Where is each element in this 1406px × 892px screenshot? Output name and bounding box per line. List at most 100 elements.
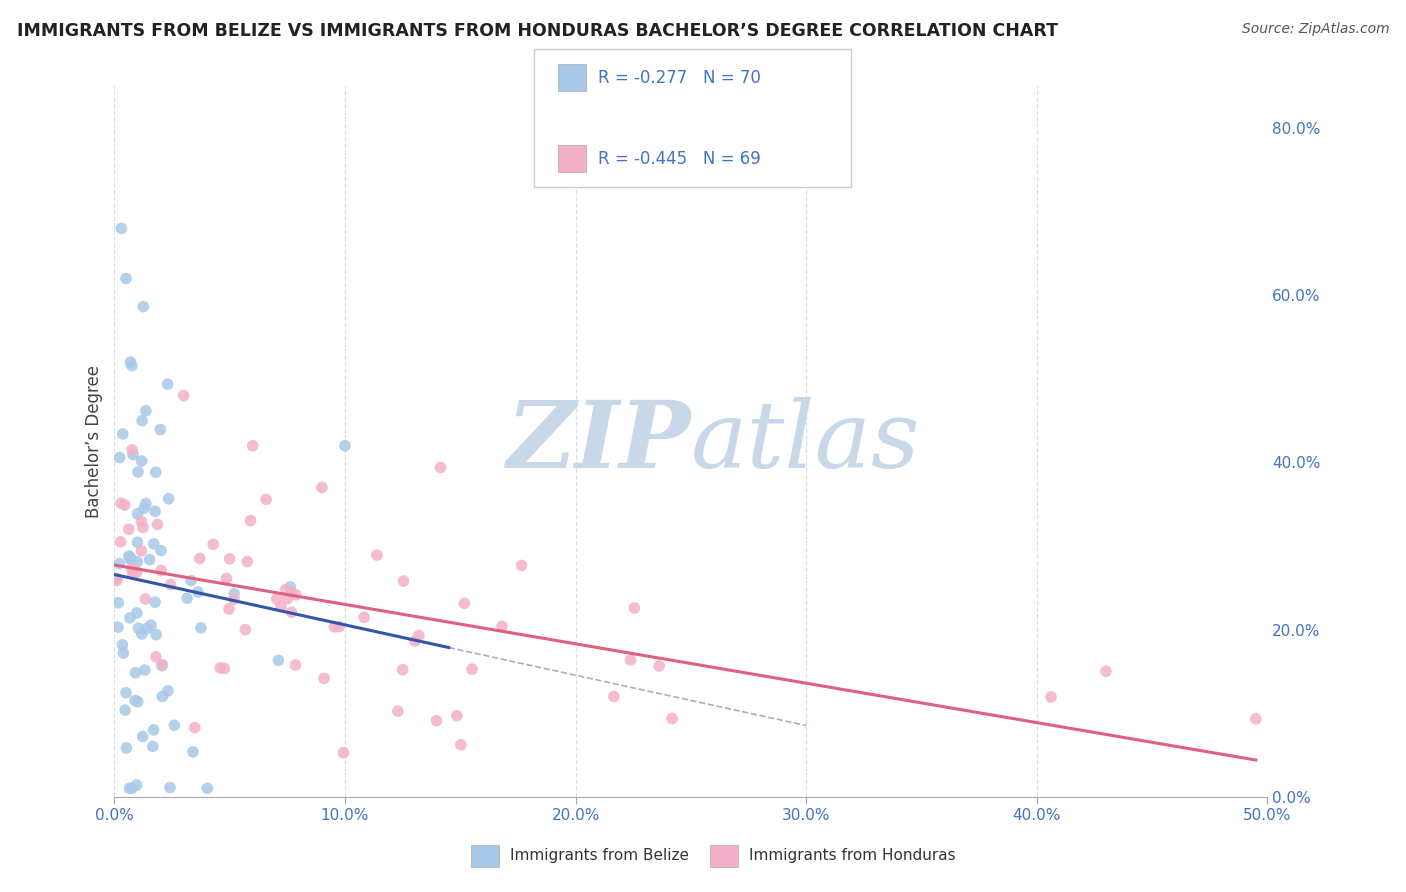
Point xyxy=(124,693,146,707)
Point xyxy=(202,537,225,551)
Point xyxy=(136,622,159,636)
Point xyxy=(661,712,683,726)
Point xyxy=(139,618,162,632)
Point xyxy=(105,572,128,586)
Point xyxy=(648,659,671,673)
Point xyxy=(236,555,259,569)
Point xyxy=(461,662,484,676)
Point xyxy=(392,574,415,588)
Point xyxy=(143,595,166,609)
Point xyxy=(127,465,149,479)
Point xyxy=(333,439,356,453)
Point xyxy=(180,574,202,588)
Point xyxy=(404,634,426,648)
Point xyxy=(125,565,148,579)
Point xyxy=(280,606,302,620)
Point xyxy=(131,627,153,641)
Point xyxy=(145,649,167,664)
Point xyxy=(209,661,232,675)
Point xyxy=(450,738,472,752)
Point xyxy=(135,403,157,417)
Point xyxy=(163,718,186,732)
Point xyxy=(1095,665,1118,679)
Text: ZIP: ZIP xyxy=(506,397,690,486)
Point xyxy=(125,606,148,620)
Point xyxy=(127,695,149,709)
Point xyxy=(391,663,413,677)
Y-axis label: Bachelor’s Degree: Bachelor’s Degree xyxy=(86,365,103,518)
Point xyxy=(150,658,173,673)
Text: R = -0.445   N = 69: R = -0.445 N = 69 xyxy=(598,150,761,168)
Point xyxy=(188,551,211,566)
Point xyxy=(387,704,409,718)
Point xyxy=(138,552,160,566)
Point xyxy=(110,534,132,549)
Point xyxy=(156,377,179,392)
Point xyxy=(184,721,207,735)
Point xyxy=(332,746,354,760)
Point xyxy=(224,587,246,601)
Point xyxy=(132,520,155,534)
Point xyxy=(131,414,153,428)
Point xyxy=(121,562,143,576)
Text: Immigrants from Belize: Immigrants from Belize xyxy=(510,848,689,863)
Point xyxy=(619,653,641,667)
Point xyxy=(274,582,297,597)
Point xyxy=(121,567,143,582)
Point xyxy=(118,549,141,563)
Text: IMMIGRANTS FROM BELIZE VS IMMIGRANTS FROM HONDURAS BACHELOR’S DEGREE CORRELATION: IMMIGRANTS FROM BELIZE VS IMMIGRANTS FRO… xyxy=(17,22,1057,40)
Point xyxy=(107,596,129,610)
Point xyxy=(110,496,132,510)
Point xyxy=(446,708,468,723)
Point xyxy=(118,522,141,536)
Point xyxy=(323,620,346,634)
Point xyxy=(127,621,149,635)
Point xyxy=(114,498,136,512)
Point xyxy=(187,585,209,599)
Point xyxy=(134,663,156,677)
Point xyxy=(311,481,333,495)
Point xyxy=(235,623,257,637)
Point xyxy=(150,690,173,704)
Point xyxy=(115,271,138,285)
Point xyxy=(114,703,136,717)
Point xyxy=(218,551,240,566)
Point xyxy=(242,439,264,453)
Point xyxy=(408,628,430,642)
Point xyxy=(131,544,153,558)
Point xyxy=(157,491,180,506)
Point xyxy=(131,730,153,744)
Point xyxy=(267,653,290,667)
Point xyxy=(195,781,218,796)
Point xyxy=(429,460,451,475)
Point xyxy=(127,507,149,521)
Point xyxy=(181,745,204,759)
Point xyxy=(150,543,173,558)
Text: Source: ZipAtlas.com: Source: ZipAtlas.com xyxy=(1241,22,1389,37)
Point xyxy=(127,555,149,569)
Point xyxy=(121,359,143,373)
Text: Immigrants from Honduras: Immigrants from Honduras xyxy=(749,848,956,863)
Point xyxy=(425,714,447,728)
Point xyxy=(112,646,135,660)
Point xyxy=(159,780,181,795)
Point xyxy=(110,221,132,235)
Point xyxy=(118,611,141,625)
Point xyxy=(131,515,153,529)
Point xyxy=(120,355,142,369)
Point xyxy=(131,454,153,468)
Point xyxy=(150,564,173,578)
Point xyxy=(156,683,179,698)
Point xyxy=(270,599,292,614)
Point xyxy=(149,423,172,437)
Point xyxy=(214,661,236,675)
Point xyxy=(176,591,198,606)
Point xyxy=(115,740,138,755)
Point xyxy=(107,620,129,634)
Point xyxy=(145,465,167,479)
Point xyxy=(115,686,138,700)
Point xyxy=(150,657,173,672)
Point xyxy=(142,723,165,737)
Point xyxy=(353,610,375,624)
Point xyxy=(284,588,307,602)
